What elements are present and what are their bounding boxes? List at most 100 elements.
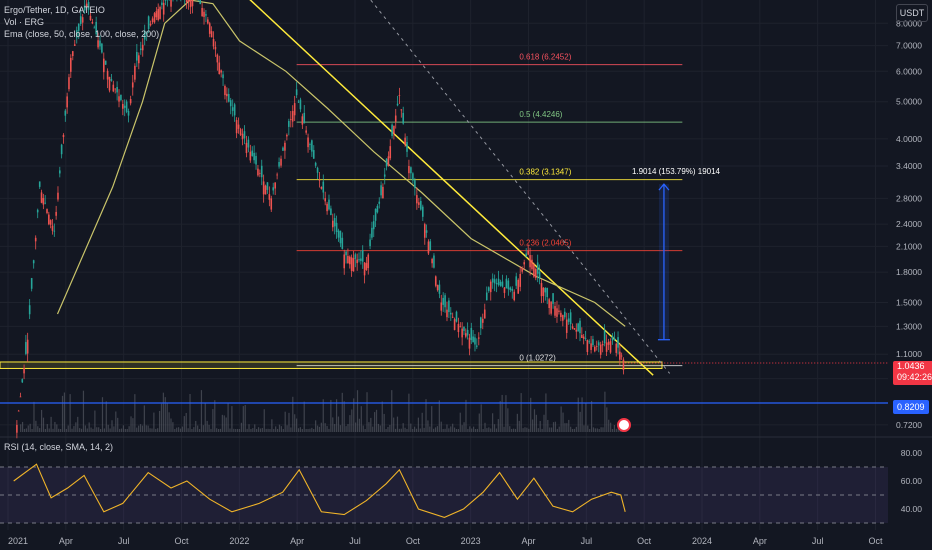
volume-bar xyxy=(474,428,477,432)
volume-bar xyxy=(147,425,149,432)
candle-body xyxy=(286,134,288,137)
candle-body xyxy=(191,0,194,7)
candle-body xyxy=(141,44,144,51)
volume-bar xyxy=(303,401,305,432)
price-tick-label: 5.0000 xyxy=(896,97,922,107)
volume-bar xyxy=(596,428,598,432)
volume-bar xyxy=(330,399,332,432)
candle-body xyxy=(134,65,136,80)
candle-body xyxy=(326,203,328,212)
candle-body xyxy=(597,342,600,346)
volume-bar xyxy=(387,426,389,432)
volume-bar xyxy=(446,424,448,432)
candle-body xyxy=(477,337,480,339)
ema-legend[interactable]: Ema (close, 50, close, 100, close, 200) xyxy=(4,29,160,39)
candle-body xyxy=(159,7,161,19)
fib-level-label: 0.618 (6.2452) xyxy=(519,53,571,62)
candle-body xyxy=(343,254,346,269)
candle-body xyxy=(164,0,167,1)
candle-body xyxy=(571,326,574,329)
time-tick-label: Jul xyxy=(118,536,130,546)
volume-bar xyxy=(237,428,239,432)
volume-bar xyxy=(273,428,275,432)
volume-bar xyxy=(564,423,566,432)
volume-bar xyxy=(507,408,509,432)
drawings[interactable]: 1.9014 (153.79%) 19014 xyxy=(0,0,888,404)
volume-bar xyxy=(286,425,288,432)
volume-bar xyxy=(197,425,199,432)
volume-bar xyxy=(577,397,579,432)
volume-bar xyxy=(368,422,370,432)
volume-bar xyxy=(358,418,361,432)
candle-body xyxy=(311,140,313,152)
volume-bar xyxy=(581,397,583,432)
candle-body xyxy=(538,271,541,279)
volume-bar xyxy=(138,425,140,432)
candle-body xyxy=(495,282,498,285)
candle-body xyxy=(361,249,364,262)
candle-body xyxy=(590,343,592,350)
candle-body xyxy=(155,11,158,18)
currency-button[interactable]: USDT xyxy=(896,4,928,22)
volume-bar xyxy=(594,428,596,432)
volume-bar xyxy=(98,427,100,432)
volume-bar xyxy=(351,409,353,432)
volume-bar xyxy=(151,428,153,432)
candle-body xyxy=(475,345,478,347)
fib-level-label: 0.382 (3.1347) xyxy=(519,168,571,177)
candle-body xyxy=(431,258,433,264)
candle-body xyxy=(104,60,107,65)
volume-bar xyxy=(398,428,400,432)
volume-bar xyxy=(195,420,197,432)
time-tick-label: Jul xyxy=(349,536,361,546)
volume-bar xyxy=(124,428,126,432)
candle-body xyxy=(224,86,226,96)
fib-retracement[interactable]: 0.618 (6.2452) 0.5 (4.4246) 0.382 (3.1347)… xyxy=(296,53,683,367)
volume-bar xyxy=(189,394,191,432)
volume-bar xyxy=(602,427,604,432)
volume-bar xyxy=(235,428,237,432)
volume-bar xyxy=(227,402,229,432)
volume-bar xyxy=(149,428,151,432)
volume-bar xyxy=(417,417,420,432)
candle-body xyxy=(396,103,399,106)
volume-bar xyxy=(349,415,351,432)
volume-bar xyxy=(568,419,570,432)
candle-body xyxy=(556,308,558,317)
volume-bar xyxy=(223,415,225,432)
candle-body xyxy=(233,104,236,116)
volume-legend[interactable]: Vol · ERG xyxy=(4,17,45,27)
volume-bar xyxy=(379,425,381,432)
candle-body xyxy=(70,57,72,72)
candle-body xyxy=(237,124,240,129)
rsi-legend[interactable]: RSI (14, close, SMA, 14, 2) xyxy=(4,442,114,452)
volume-bar xyxy=(248,424,250,432)
volume-bar xyxy=(370,417,372,432)
volume-bar xyxy=(541,428,543,432)
volume-bar xyxy=(552,422,555,432)
candle-body xyxy=(330,208,332,216)
candle-body xyxy=(73,44,76,46)
candle-body xyxy=(161,2,163,5)
symbol-legend[interactable]: Ergo/Tether, 1D, GATEIO xyxy=(4,5,105,15)
candle-body xyxy=(449,312,452,315)
candle-body xyxy=(481,318,484,323)
time-tick-label: Oct xyxy=(174,536,189,546)
candle-body xyxy=(567,318,570,322)
measure-arrowhead xyxy=(658,183,670,191)
volume-bar xyxy=(119,428,121,432)
volume-bar xyxy=(556,428,558,432)
candle-body xyxy=(247,139,250,148)
volume-bar xyxy=(48,428,50,432)
volume-bar xyxy=(476,428,478,432)
volume-bar xyxy=(579,411,581,432)
candle-body xyxy=(563,311,566,318)
volume-bar xyxy=(254,424,256,432)
volume-bar xyxy=(413,426,416,432)
volume-bar xyxy=(592,427,595,432)
candle-body xyxy=(499,281,502,286)
candle-body xyxy=(324,198,326,202)
candle-body xyxy=(527,250,529,255)
